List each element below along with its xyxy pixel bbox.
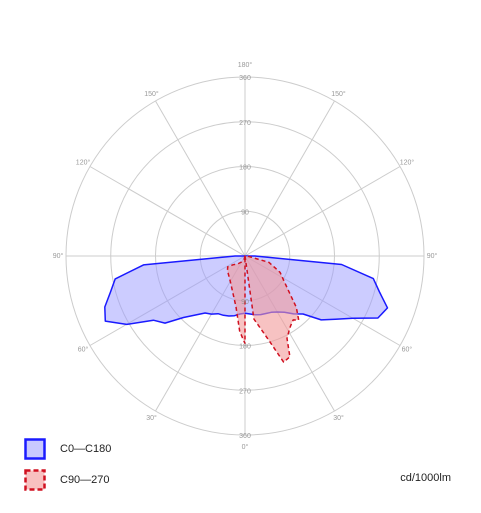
radial-tick-label-down: 360 (239, 433, 251, 440)
legend-swatch-c90-c270 (24, 469, 46, 491)
angle-label-right-180: 180° (238, 61, 253, 69)
angle-label-right-0: 0° (242, 443, 249, 451)
polar-labels: 90 90 180 180 270 270 360 360 180° 150° 150° 120° 12… (53, 61, 438, 451)
angle-label-left-90: 90° (53, 252, 64, 260)
radial-tick-label-down: 90 (241, 299, 249, 306)
angle-label-left-30: 30° (146, 414, 157, 422)
legend-swatch-c0-c180 (24, 438, 46, 460)
legend-item-c0-c180: C0—C180 (24, 438, 111, 460)
radial-tick-label-down: 270 (239, 388, 251, 395)
unit-label: cd/1000lm (400, 472, 451, 484)
angle-label-right-60: 60° (402, 346, 413, 354)
angle-label-right-120: 120° (400, 159, 415, 167)
radial-tick-label-up: 360 (239, 75, 251, 82)
legend-item-c90-c270: C90—270 (24, 469, 110, 491)
legend-label-c0-c180: C0—C180 (60, 443, 112, 455)
series-curve-2 (226, 255, 246, 345)
angle-label-left-60: 60° (78, 346, 89, 354)
angle-label-left-120: 120° (76, 159, 91, 167)
series-curve-1 (244, 255, 300, 363)
angle-label-right-30: 30° (333, 414, 344, 422)
radial-tick-label-down: 180 (239, 344, 251, 351)
light-distribution-curves (104, 255, 389, 363)
series-curve-0 (104, 255, 389, 326)
radial-tick-label-up: 180 (239, 165, 251, 172)
angle-label-left-150: 150° (144, 90, 159, 98)
legend-label-c90-c270: C90—270 (60, 474, 110, 486)
angle-label-right-150: 150° (331, 90, 346, 98)
angle-label-right-90: 90° (427, 252, 438, 260)
radial-tick-label-up: 270 (239, 120, 251, 127)
radial-tick-label-up: 90 (241, 209, 249, 216)
